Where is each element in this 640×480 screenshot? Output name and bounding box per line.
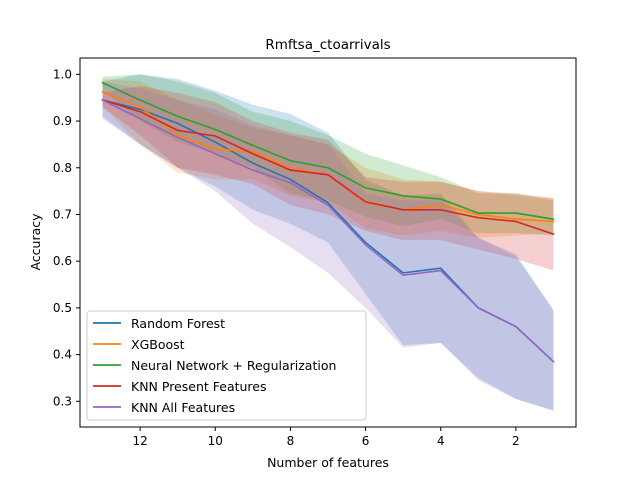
legend-label: Neural Network + Regularization (131, 358, 336, 373)
legend-item-neural-network-regularization: Neural Network + Regularization (93, 358, 336, 373)
legend-label: XGBoost (131, 337, 185, 352)
series-lines (101, 81, 555, 363)
legend-label: KNN Present Features (131, 379, 267, 394)
x-tick-label: 2 (512, 434, 520, 448)
x-tick-label: 12 (132, 434, 147, 448)
y-tick-label: 0.7 (53, 207, 72, 221)
chart-title: Rmftsa_ctoarrivals (265, 37, 390, 53)
y-tick-label: 0.4 (53, 348, 72, 362)
legend-item-knn-present-features: KNN Present Features (93, 379, 267, 394)
knn-all-features-line (101, 98, 555, 363)
legend-item-knn-all-features: KNN All Features (93, 400, 235, 415)
xgboost-band (102, 79, 554, 238)
knn-all-features-band (102, 81, 554, 411)
y-axis-label: Accuracy (28, 213, 43, 271)
x-tick-label: 4 (437, 434, 445, 448)
y-tick-label: 0.6 (53, 254, 72, 268)
legend-item-random-forest: Random Forest (93, 316, 225, 331)
x-axis-label: Number of features (267, 455, 389, 470)
legend-item-xgboost: XGBoost (93, 337, 185, 352)
legend-label: KNN All Features (131, 400, 235, 415)
x-tick-label: 10 (208, 434, 223, 448)
neural-network-regularization-line (101, 81, 555, 221)
legend-box (86, 310, 367, 421)
neural-network-regularization-band (102, 74, 554, 236)
confidence-bands (102, 74, 554, 411)
plot-border (79, 57, 577, 428)
y-tick-label: 0.8 (53, 161, 72, 175)
plot-frame (79, 57, 577, 428)
y-tick-label: 1.0 (53, 67, 72, 81)
legend: Random Forest XGBoost Neural Network + Reg… (86, 310, 367, 421)
y-tick-label: 0.9 (53, 114, 72, 128)
x-tick-label: 6 (362, 434, 370, 448)
legend-label: Random Forest (131, 316, 225, 331)
x-tick-label: 8 (287, 434, 295, 448)
x-axis-ticks: 12 10 8 6 4 2 (132, 427, 520, 448)
y-tick-label: 0.3 (53, 394, 72, 408)
y-tick-label: 0.5 (53, 301, 72, 315)
knn-present-features-band (102, 86, 554, 271)
knn-present-features-line (101, 99, 555, 236)
y-axis-ticks: 0.3 0.4 0.5 0.6 0.7 0.8 0.9 1.0 (53, 67, 80, 408)
random-forest-band (102, 74, 554, 411)
